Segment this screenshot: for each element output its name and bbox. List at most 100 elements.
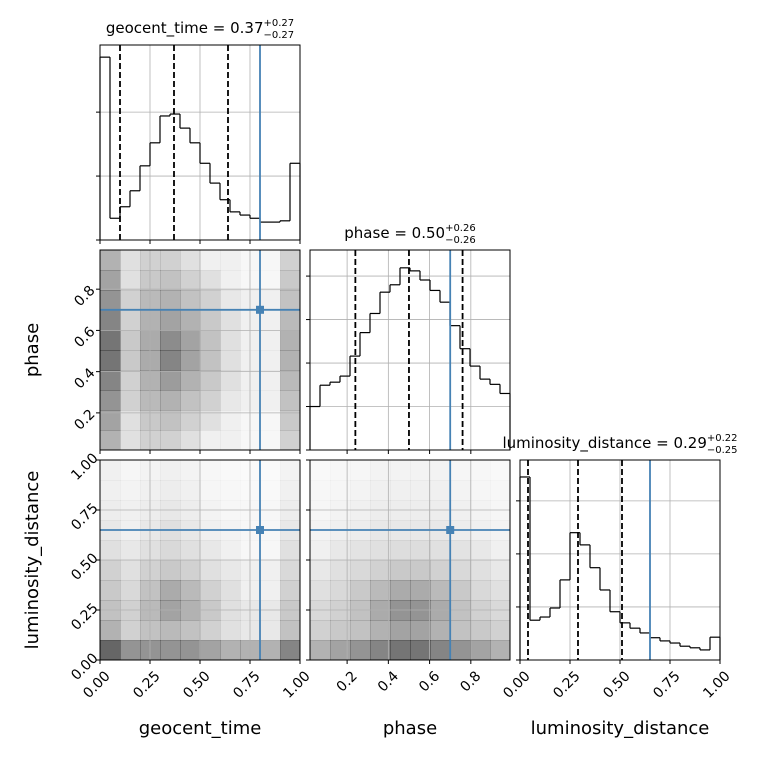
density-cell (280, 560, 301, 581)
panel-frame (309, 249, 511, 451)
density-cell (220, 270, 241, 291)
density-cell (370, 640, 391, 661)
density-cell (100, 350, 121, 371)
density-cell (160, 370, 181, 391)
panel: 0.00 0.25 0.50 0.75 1.00 luminosity_distance … (500, 433, 737, 739)
density-cell (220, 640, 241, 661)
density-cell (370, 460, 391, 481)
x-tick-label: 0.25 (130, 668, 163, 701)
panel-title: geocent_time = 0.37+0.27 −0.27 (106, 18, 294, 41)
density-cell (160, 250, 181, 271)
density-cell (410, 580, 431, 601)
density-cell (160, 410, 181, 431)
title-main: luminosity_distance = 0.29 (502, 434, 706, 453)
panel: geocent_time = 0.37+0.27 −0.27 (96, 18, 301, 244)
density-cell (350, 620, 371, 641)
y-tick-label: 0.6 (71, 324, 98, 351)
density-cell (160, 460, 181, 481)
density-cell (430, 640, 451, 661)
density-cell (280, 270, 301, 291)
truth-marker (256, 305, 264, 314)
panel: phase = 0.50+0.26 −0.26 (306, 223, 511, 454)
density-cell (470, 580, 491, 601)
density-cell (100, 460, 121, 481)
title-upper: +0.22 (707, 433, 738, 444)
density-cell (410, 460, 431, 481)
density-cell (390, 560, 411, 581)
density-cell (280, 410, 301, 431)
density-cell (280, 370, 301, 391)
density-cell (220, 350, 241, 371)
density-cell (120, 430, 141, 451)
panel: 0.00 0.25 0.50 0.75 1.000.000.250.500.751.00… (22, 450, 314, 739)
density-cell (370, 560, 391, 581)
title-lower: −0.26 (445, 235, 476, 246)
density-cell (160, 290, 181, 311)
density-cell (160, 350, 181, 371)
title-lower: −0.27 (264, 30, 295, 41)
density-cell (280, 620, 301, 641)
density-cell (120, 250, 141, 271)
truth-marker (446, 526, 455, 534)
density-cell (350, 580, 371, 601)
density-cell (160, 270, 181, 291)
density-cell (160, 430, 181, 451)
x-tick-label: 0.50 (180, 668, 213, 701)
density-cell (280, 460, 301, 481)
density-cell (280, 310, 301, 331)
density-cell (370, 620, 391, 641)
density-cell (220, 540, 241, 561)
density-cell (200, 270, 221, 291)
density-cell (180, 640, 201, 661)
density-cell (100, 250, 121, 271)
density-cell (490, 460, 511, 481)
density-cell (450, 560, 471, 581)
density-cell (260, 290, 281, 311)
title-main: phase = 0.50 (344, 224, 445, 242)
density-cell (330, 560, 351, 581)
density-cell (430, 560, 451, 581)
density-cell (310, 460, 331, 481)
density-cell (260, 390, 281, 411)
density-cell (160, 480, 181, 501)
density-cell (220, 430, 241, 451)
density-cell (260, 640, 281, 661)
density-cell (490, 560, 511, 581)
density-cell (350, 480, 371, 501)
density-cell (200, 310, 221, 331)
density-cell (220, 480, 241, 501)
density-cell (330, 640, 351, 661)
density-cell (310, 540, 331, 561)
density-cell (180, 540, 201, 561)
density-cell (100, 640, 121, 661)
density-cell (100, 330, 121, 351)
density-cell (260, 540, 281, 561)
density-cell (490, 480, 511, 501)
density-cell (200, 410, 221, 431)
density-cell (200, 370, 221, 391)
density-cell (180, 620, 201, 641)
density-cell (120, 480, 141, 501)
title-lower: −0.25 (707, 445, 738, 456)
density-cell (280, 250, 301, 271)
density-cell (180, 480, 201, 501)
density-cell (220, 290, 241, 311)
density-cell (200, 480, 221, 501)
density-cell (390, 640, 411, 661)
density-cell (390, 620, 411, 641)
y-tick-label: 0.50 (68, 550, 101, 583)
density-cell (160, 330, 181, 351)
panel-frame (99, 459, 301, 661)
density-cell (180, 310, 201, 331)
density-cell (120, 310, 141, 331)
density-cell (180, 460, 201, 481)
density-cell (180, 370, 201, 391)
y-tick-label: 0.4 (71, 365, 98, 392)
density-cell (450, 640, 471, 661)
density-cell (370, 480, 391, 501)
density-cell (310, 560, 331, 581)
density-cell (390, 580, 411, 601)
density-cell (260, 620, 281, 641)
density-cell (200, 350, 221, 371)
